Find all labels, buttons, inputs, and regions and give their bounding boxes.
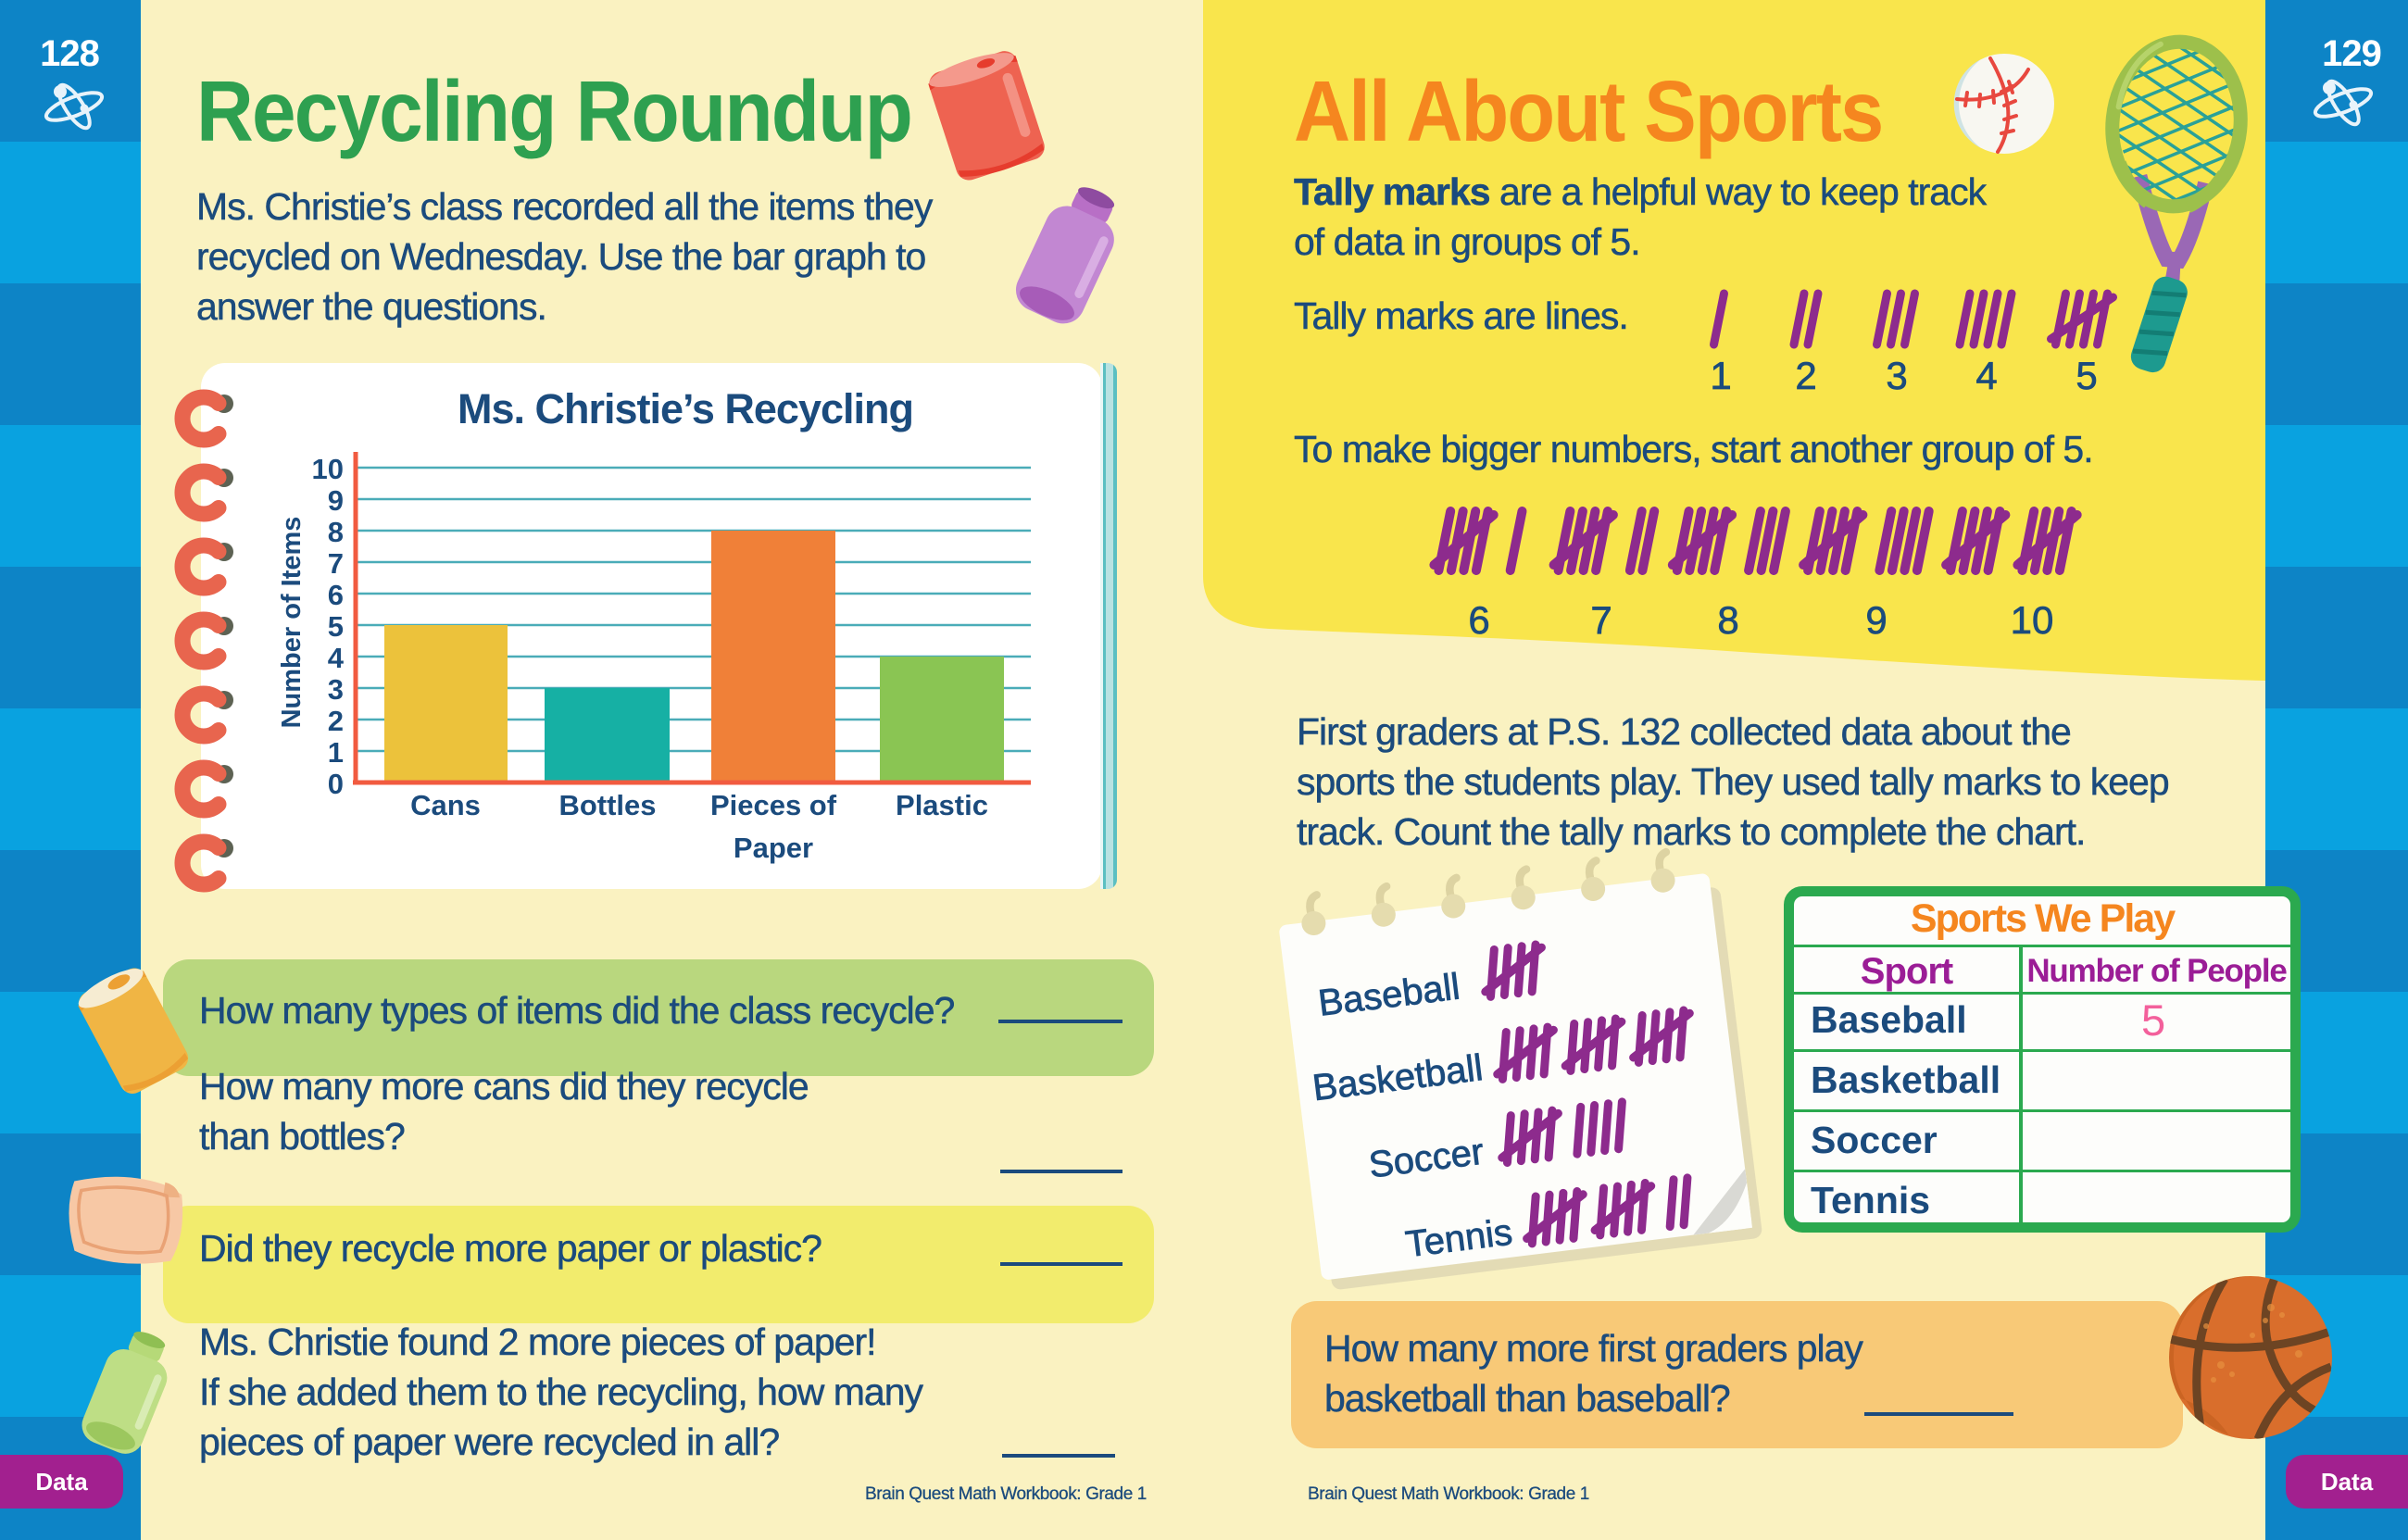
svg-text:3: 3 bbox=[328, 673, 344, 706]
svg-text:Cans: Cans bbox=[410, 789, 481, 821]
svg-text:6: 6 bbox=[328, 579, 344, 611]
svg-text:1: 1 bbox=[328, 736, 344, 769]
svg-text:Paper: Paper bbox=[734, 832, 813, 864]
svg-text:Pieces of: Pieces of bbox=[710, 789, 837, 821]
svg-text:8: 8 bbox=[328, 516, 344, 548]
svg-text:7: 7 bbox=[328, 547, 344, 580]
svg-text:10: 10 bbox=[312, 453, 344, 485]
svg-text:4: 4 bbox=[328, 642, 345, 674]
svg-text:Bottles: Bottles bbox=[558, 789, 656, 821]
svg-text:2: 2 bbox=[328, 705, 344, 737]
svg-text:Plastic: Plastic bbox=[896, 789, 988, 821]
svg-text:9: 9 bbox=[328, 484, 344, 517]
svg-text:5: 5 bbox=[328, 610, 344, 643]
svg-text:Number of Items: Number of Items bbox=[278, 517, 307, 729]
svg-text:0: 0 bbox=[328, 768, 344, 800]
